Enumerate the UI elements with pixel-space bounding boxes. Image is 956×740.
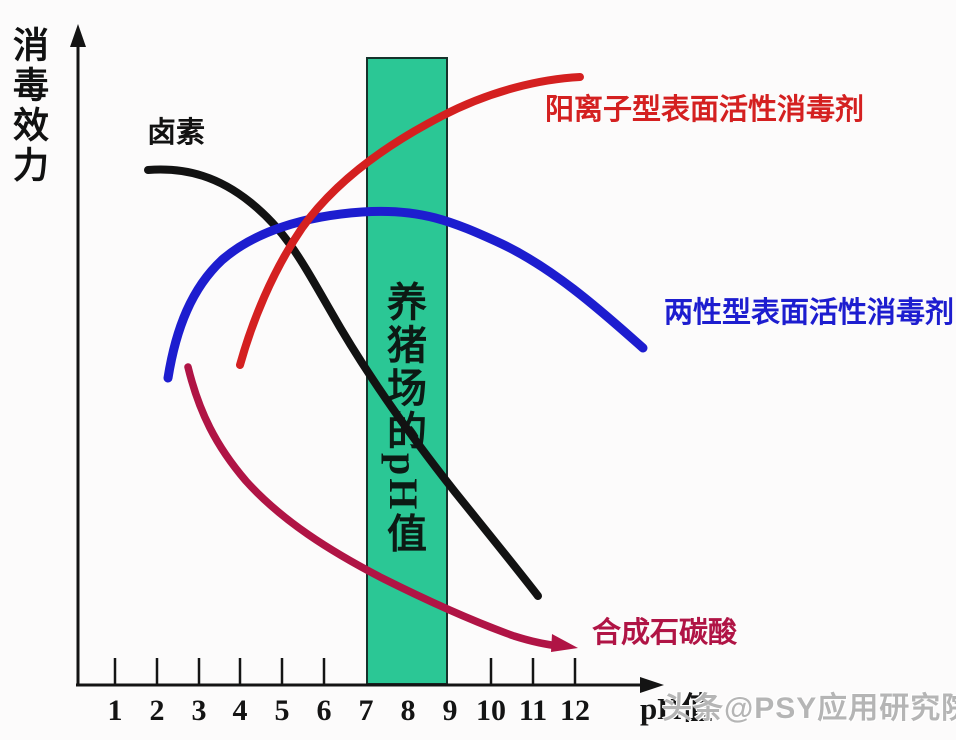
x-tick-label-6: 6: [316, 694, 332, 727]
x-axis-title: pH值: [640, 691, 713, 726]
x-tick-label-12: 12: [560, 694, 590, 727]
y-axis-arrow-icon: [70, 24, 86, 47]
x-tick-label-11: 11: [518, 694, 548, 727]
x-tick-label-8: 8: [400, 694, 416, 727]
ph-band-label: 养猪场的pH值: [381, 281, 426, 556]
phenol-curve-arrow-icon: [551, 634, 578, 652]
halogen-curve-label: 卤素: [147, 117, 206, 149]
phenol-curve-label: 合成石碳酸: [592, 617, 738, 649]
watermark: 头条@PSY应用研究院: [662, 692, 956, 725]
x-tick-label-9: 9: [442, 694, 458, 727]
amphoteric-curve-label: 两性型表面活性消毒剂: [664, 297, 955, 329]
halogen-curve: [144, 165, 542, 600]
x-tick-label-10: 10: [476, 694, 506, 727]
x-tick-label-7: 7: [358, 694, 374, 727]
x-tick-label-3: 3: [191, 694, 207, 727]
x-tick-label-1: 1: [107, 694, 123, 727]
cationic-curve-label: 阳离子型表面活性消毒剂: [545, 94, 865, 126]
y-axis-title: 消毒效力: [8, 26, 49, 186]
x-tick-label-4: 4: [232, 694, 248, 727]
x-tick-label-5: 5: [274, 694, 290, 727]
x-axis-ticks: [113, 658, 577, 684]
x-tick-label-2: 2: [149, 694, 165, 727]
